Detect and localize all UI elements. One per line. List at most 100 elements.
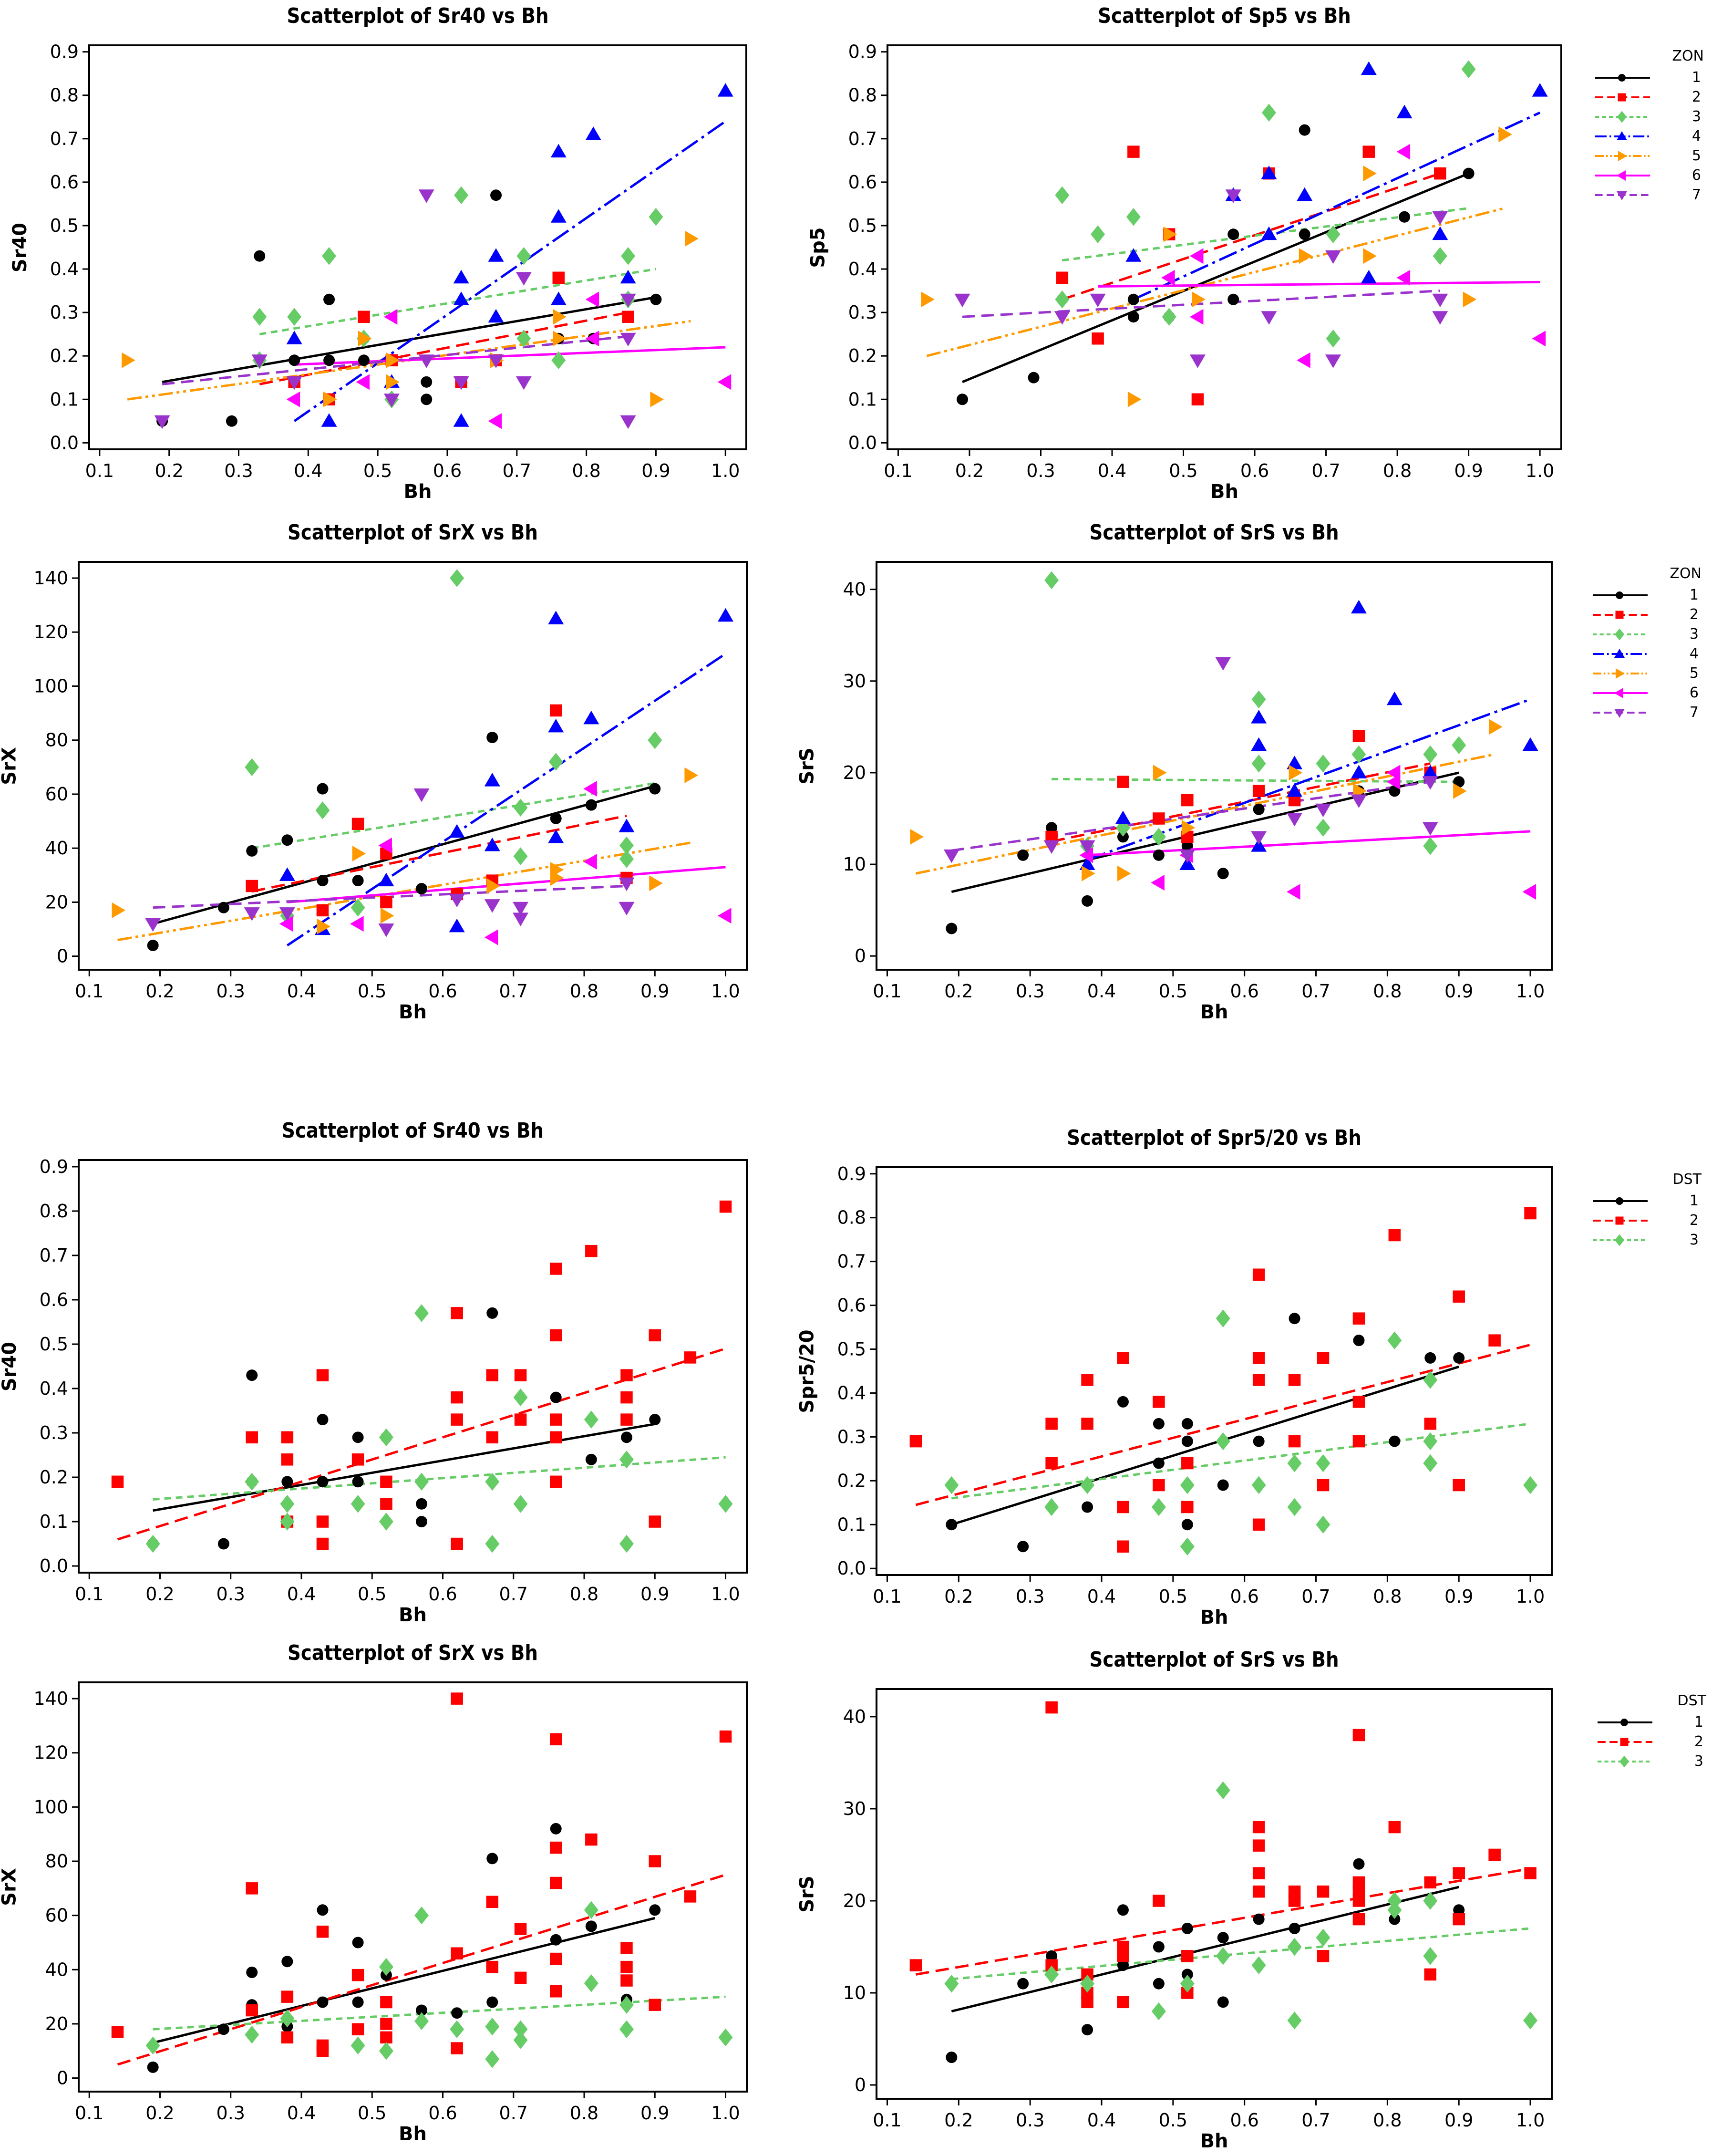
data-point-dst-1 bbox=[451, 2007, 463, 2019]
data-point-zon-7 bbox=[619, 877, 635, 891]
legend-label: 6 bbox=[1691, 167, 1701, 184]
y-tick-label: 0.1 bbox=[40, 1511, 68, 1532]
plot-area: 0.1 0.2 0.3 0.4 0.5 0.6 0.7 0.8 0.9 1.0 0 20 40 60 80 1… bbox=[33, 561, 748, 1002]
legend-dst: DST 1 2 3 bbox=[1593, 1692, 1712, 1771]
plot-frame bbox=[78, 561, 748, 971]
data-point-zon-3 bbox=[619, 836, 634, 855]
x-tick-label: 0.1 bbox=[873, 981, 901, 1002]
legend-label: 3 bbox=[1689, 1232, 1699, 1248]
data-point-zon-5 bbox=[1163, 226, 1177, 242]
data-point-zon-4 bbox=[1251, 737, 1267, 751]
y-tick-label: 0.8 bbox=[50, 85, 79, 106]
legend-marker bbox=[1618, 93, 1626, 101]
data-point-dst-3 bbox=[414, 1906, 429, 1925]
x-tick-label: 0.4 bbox=[287, 981, 316, 1002]
data-point-zon-5 bbox=[122, 352, 135, 368]
y-tick-label: 0.5 bbox=[40, 1334, 68, 1355]
data-point-dst-3 bbox=[351, 1495, 365, 1513]
data-point-zon-4 bbox=[550, 291, 567, 305]
data-point-dst-2 bbox=[111, 1475, 124, 1488]
data-point-dst-2 bbox=[451, 1537, 463, 1550]
legend-marker bbox=[1617, 191, 1627, 200]
circle-marker-icon bbox=[1598, 1718, 1652, 1726]
x-tick-label: 0.7 bbox=[1311, 460, 1340, 481]
data-point-zon-6 bbox=[1161, 270, 1175, 286]
plot-area: 0.1 0.2 0.3 0.4 0.5 0.6 0.7 0.8 0.9 1.0 0.0 0.1 0.2 0… bbox=[40, 1156, 748, 1605]
y-tick-label: 0.7 bbox=[848, 128, 877, 149]
legend-zon: ZON 1 2 3 4 5 6 7 bbox=[1590, 48, 1710, 205]
data-point-dst-3 bbox=[351, 2036, 365, 2055]
data-point-dst-2 bbox=[1117, 1540, 1129, 1553]
data-point-zon-4 bbox=[1351, 765, 1367, 778]
data-point-dst-1 bbox=[246, 1369, 258, 1381]
legend-item: 7 bbox=[1588, 703, 1707, 722]
x-tick-label: 0.3 bbox=[224, 460, 253, 481]
data-point-dst-3 bbox=[1180, 1476, 1195, 1494]
data-point-zon-3 bbox=[315, 801, 330, 819]
data-point-zon-4 bbox=[321, 413, 337, 427]
data-point-zon-5 bbox=[910, 829, 924, 845]
data-point-dst-2 bbox=[246, 2004, 258, 2017]
data-point-dst-2 bbox=[549, 1263, 562, 1275]
x-axis-label: Bh bbox=[1200, 2130, 1228, 2152]
data-point-zon-3 bbox=[322, 247, 337, 265]
data-point-zon-7 bbox=[513, 902, 529, 916]
data-point-dst-1 bbox=[585, 1920, 597, 1932]
legend-label: 2 bbox=[1689, 1212, 1699, 1229]
data-point-dst-1 bbox=[1153, 1978, 1165, 1990]
fit-line-zon-2 bbox=[1051, 762, 1431, 843]
data-point-zon-6 bbox=[1386, 774, 1401, 790]
data-point-zon-5 bbox=[317, 918, 330, 934]
data-point-dst-2 bbox=[451, 1307, 463, 1319]
data-point-zon-4 bbox=[1351, 600, 1367, 614]
data-point-zon-6 bbox=[1532, 331, 1546, 347]
y-tick-label: 10 bbox=[843, 1982, 866, 2003]
data-point-dst-2 bbox=[1317, 1950, 1330, 1962]
legend-item: 1 bbox=[1588, 585, 1707, 605]
data-point-dst-1 bbox=[317, 1904, 329, 1916]
data-point-zon-7 bbox=[279, 907, 295, 921]
legend-marker bbox=[1617, 111, 1627, 123]
data-point-dst-1 bbox=[1217, 1932, 1229, 1944]
data-point-dst-1 bbox=[217, 1538, 229, 1550]
data-point-zon-7 bbox=[1432, 311, 1448, 325]
fit-line-zon-2 bbox=[1062, 172, 1441, 301]
data-point-zon-2 bbox=[1352, 730, 1365, 742]
data-point-zon-3 bbox=[1326, 330, 1341, 348]
x-tick-label: 0.2 bbox=[955, 460, 984, 481]
x-tick-label: 0.5 bbox=[1159, 2110, 1187, 2131]
data-point-zon-4 bbox=[453, 291, 469, 305]
y-tick-label: 140 bbox=[33, 1688, 68, 1709]
y-tick-label: 20 bbox=[45, 891, 68, 912]
x-tick-label: 0.3 bbox=[217, 1584, 245, 1605]
legend-label: 5 bbox=[1691, 147, 1701, 164]
data-point-zon-7 bbox=[513, 912, 529, 926]
y-tick-label: 0.8 bbox=[837, 1207, 866, 1228]
x-tick-label: 1.0 bbox=[711, 460, 740, 481]
data-point-dst-3 bbox=[280, 1495, 295, 1513]
data-point-dst-2 bbox=[1288, 1374, 1301, 1386]
y-tick-label: 20 bbox=[843, 762, 866, 783]
data-point-zon-1 bbox=[421, 394, 433, 405]
data-point-zon-5 bbox=[380, 908, 394, 924]
fit-line-zon-4 bbox=[286, 653, 726, 947]
y-tick-label: 0.0 bbox=[848, 432, 877, 453]
data-point-zon-6 bbox=[1522, 884, 1537, 900]
fit-line-zon-1 bbox=[951, 771, 1459, 893]
data-point-dst-2 bbox=[1153, 1396, 1165, 1408]
data-point-dst-2 bbox=[1081, 1418, 1093, 1430]
data-point-dst-2 bbox=[316, 1537, 329, 1550]
legend-item: 4 bbox=[1588, 644, 1707, 663]
y-tick-label: 100 bbox=[33, 675, 68, 696]
data-point-dst-2 bbox=[1252, 1268, 1265, 1281]
data-point-zon-4 bbox=[1261, 166, 1277, 179]
data-point-dst-3 bbox=[1316, 1928, 1330, 1947]
legend-label: 7 bbox=[1691, 187, 1701, 203]
data-point-dst-2 bbox=[486, 1896, 499, 1908]
data-point-zon-1 bbox=[1181, 840, 1193, 852]
data-point-dst-2 bbox=[1181, 1501, 1194, 1513]
data-point-zon-5 bbox=[1299, 248, 1313, 264]
data-point-zon-1 bbox=[289, 354, 300, 366]
data-point-zon-7 bbox=[1179, 849, 1196, 863]
legend-item: 3 bbox=[1588, 624, 1707, 644]
